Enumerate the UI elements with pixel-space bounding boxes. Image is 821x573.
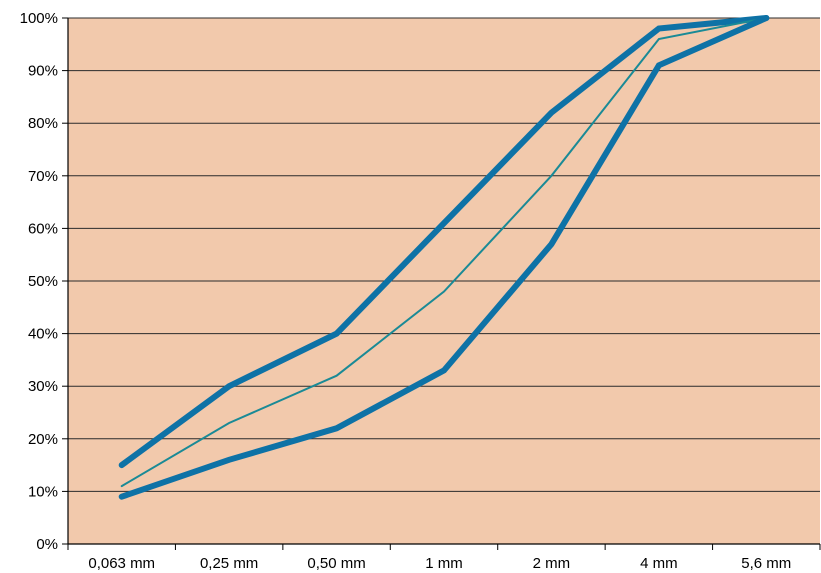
gridlines (68, 17, 820, 492)
y-tick-label: 50% (28, 273, 58, 290)
y-tick-label: 10% (28, 483, 58, 500)
y-tick-label: 60% (28, 220, 58, 237)
y-tick-label: 100% (20, 10, 58, 27)
x-tick-label: 0,25 mm (200, 555, 258, 572)
x-tick-label: 5,6 mm (741, 555, 791, 572)
y-tick-label: 20% (28, 431, 58, 448)
grading-limit-line (118, 15, 770, 469)
y-tick-label: 90% (28, 63, 58, 80)
x-tick-label: 1 mm (425, 555, 463, 572)
y-tick-label: 0% (36, 536, 58, 553)
x-tick-label: 2 mm (533, 555, 571, 572)
x-tick-labels: 0,063 mm 0,25 mm 0,50 mm 1 mm 2 mm 4 mm 5,6 mm (88, 555, 791, 572)
grading-limit-line (118, 15, 770, 500)
y-tick-label: 40% (28, 326, 58, 343)
grading-curve-line (120, 17, 768, 488)
x-tick-label: 0,063 mm (88, 555, 155, 572)
axes (62, 17, 821, 550)
x-tick-label: 4 mm (640, 555, 678, 572)
y-tick-label: 30% (28, 378, 58, 395)
y-tick-label: 70% (28, 168, 58, 185)
y-tick-labels: 0% 10% 20% 30% 40% 50% 60% 70% 80% 90% 100% (20, 10, 58, 553)
series-lines (118, 15, 770, 500)
x-tick-label: 0,50 mm (307, 555, 365, 572)
y-tick-label: 80% (28, 115, 58, 132)
